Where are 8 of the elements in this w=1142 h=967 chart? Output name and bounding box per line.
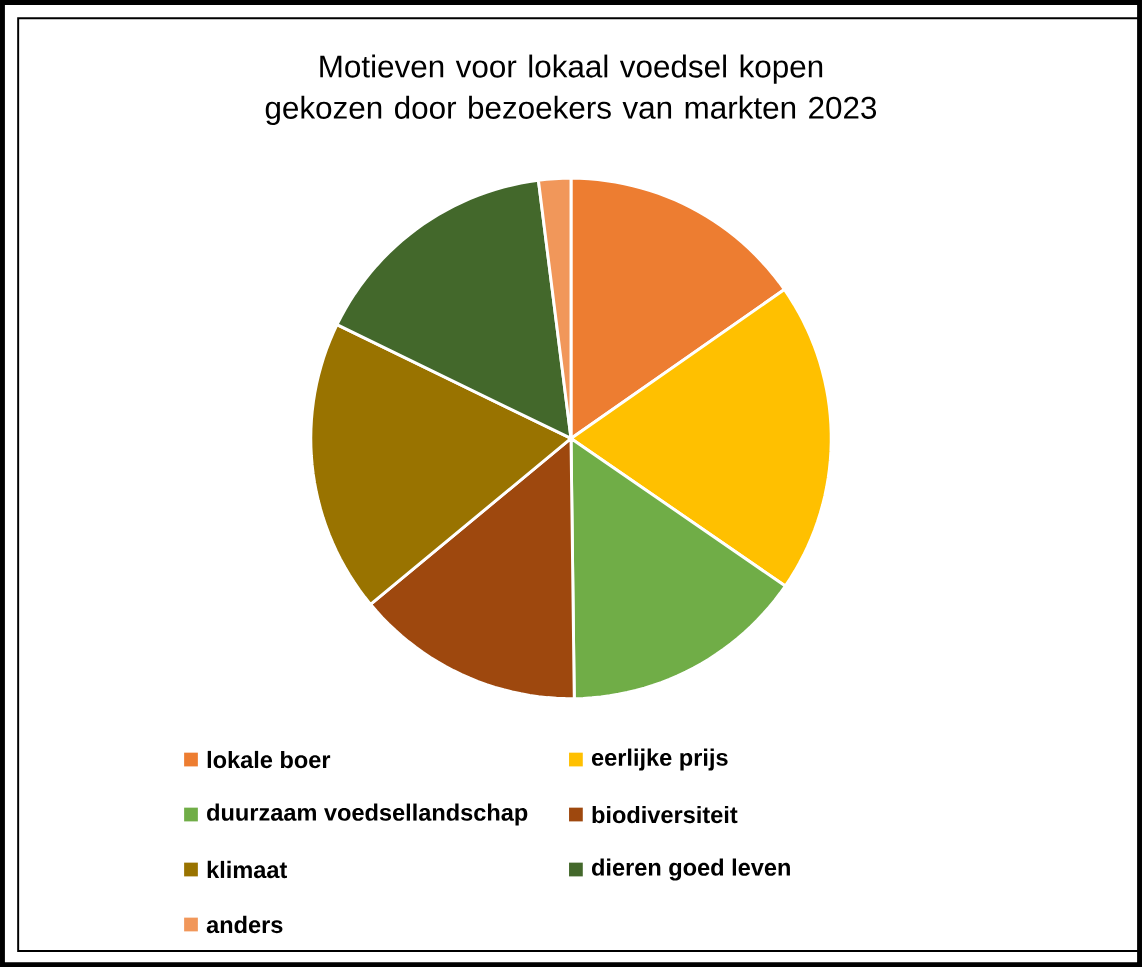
legend-label: klimaat bbox=[207, 860, 288, 879]
legend-label: dieren goed leven bbox=[591, 858, 790, 881]
legend-label: duurzaam voedsellandschap bbox=[207, 803, 528, 826]
legend-label: eerlijke prijs bbox=[591, 748, 728, 771]
legend-label: lokale boer bbox=[207, 750, 331, 769]
legend-label: anders bbox=[206, 915, 283, 934]
legend-label: biodiversiteit bbox=[592, 805, 738, 824]
chart-title: Motieven voor lokaal voedsel kopen gekozen door bezoekers van markten 2023 bbox=[265, 54, 877, 126]
